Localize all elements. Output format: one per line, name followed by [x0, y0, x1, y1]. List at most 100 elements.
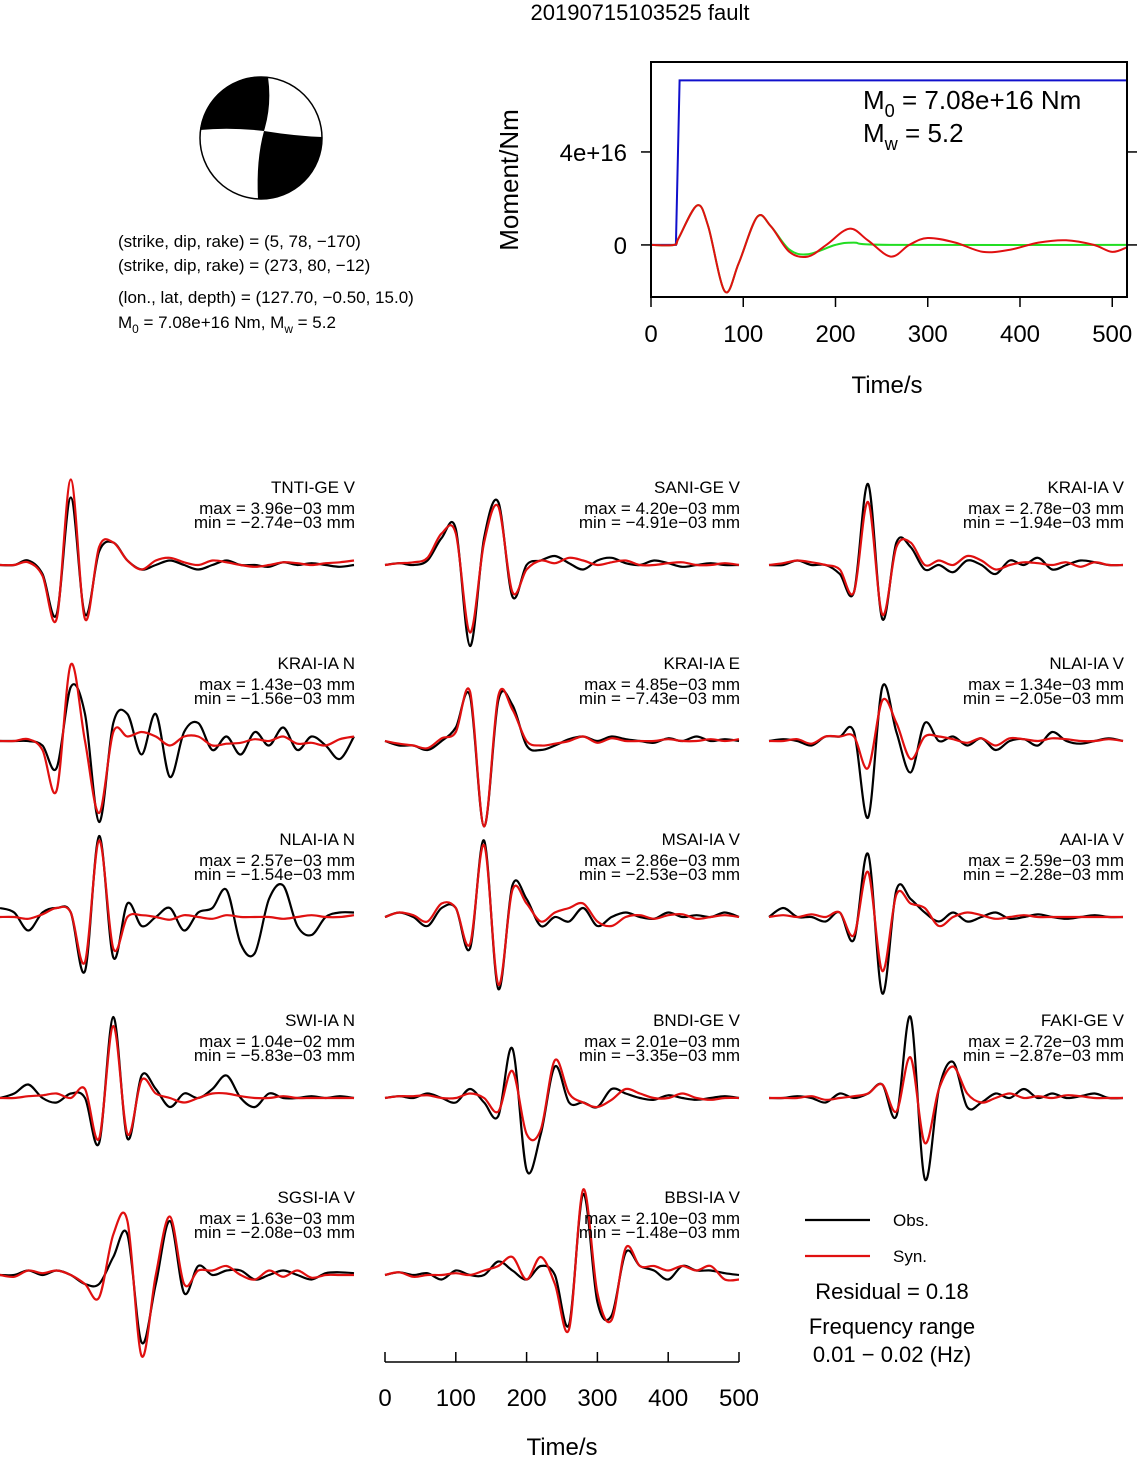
waveform-trace — [384, 689, 740, 828]
x-tick-label: 100 — [723, 321, 763, 348]
station-label: KRAI-IA V — [1047, 478, 1124, 497]
min-label: min = −2.53e−03 mm — [579, 865, 740, 884]
min-label: min = −2.08e−03 mm — [194, 1223, 355, 1242]
x-tick-label: 500 — [719, 1385, 759, 1412]
beachball — [199, 76, 323, 200]
y-tick-label: 0 — [614, 233, 627, 260]
waveform-trace — [384, 1188, 740, 1334]
annotation: Frequency range — [809, 1314, 975, 1339]
mechanism-text: (lon., lat, depth) = (127.70, −0.50, 15.… — [118, 288, 414, 307]
min-label: min = −2.05e−03 mm — [963, 689, 1124, 708]
min-label: min = −3.35e−03 mm — [579, 1046, 740, 1065]
y-tick-label: 4e+16 — [560, 140, 627, 167]
x-tick-label: 200 — [815, 321, 855, 348]
max-label: max = 2.72e−03 mm — [968, 1032, 1124, 1051]
x-tick-label: 0 — [644, 321, 657, 348]
station-label: KRAI-IA N — [278, 654, 355, 673]
min-label: min = −4.91e−03 mm — [579, 513, 740, 532]
max-label: max = 4.85e−03 mm — [584, 675, 740, 694]
min-label: min = −2.87e−03 mm — [963, 1046, 1124, 1065]
station-label: SWI-IA N — [285, 1011, 355, 1030]
max-label: max = 2.59e−03 mm — [968, 851, 1124, 870]
text-part: M — [863, 85, 885, 115]
min-label: min = −1.56e−03 mm — [194, 689, 355, 708]
station-label: NLAI-IA N — [279, 830, 355, 849]
annotation: 0.01 − 0.02 (Hz) — [813, 1342, 971, 1367]
y-axis-label: Moment/Nm — [494, 109, 524, 251]
moment-curve — [650, 204, 1128, 294]
waveform-trace — [0, 1211, 354, 1358]
subscript: w — [884, 134, 899, 154]
compression-quadrant — [200, 76, 270, 131]
waveform-trace — [0, 662, 355, 815]
plot-frame — [650, 61, 1128, 298]
min-label: min = −7.43e−03 mm — [579, 689, 740, 708]
station-label: SANI-GE V — [654, 478, 741, 497]
station-label: KRAI-IA E — [663, 654, 740, 673]
mechanism-text: (strike, dip, rake) = (5, 78, −170) — [118, 232, 361, 251]
min-label: min = −1.48e−03 mm — [579, 1223, 740, 1242]
waveform-trace — [768, 697, 1124, 770]
x-tick-label: 200 — [507, 1385, 547, 1412]
max-label: max = 2.86e−03 mm — [584, 851, 740, 870]
min-label: min = −2.74e−03 mm — [194, 513, 355, 532]
text-part: = 5.2 — [293, 313, 336, 332]
waveform-trace — [768, 870, 1123, 973]
station-label: SGSI-IA V — [278, 1188, 356, 1207]
x-tick-label: 0 — [378, 1385, 391, 1412]
x-tick-label: 100 — [436, 1385, 476, 1412]
min-label: min = −1.54e−03 mm — [194, 865, 355, 884]
station-label: MSAI-IA V — [662, 830, 741, 849]
x-tick-label: 300 — [908, 321, 948, 348]
station-label: AAI-IA V — [1060, 830, 1125, 849]
subscript-text: Mw = 5.2 — [863, 118, 964, 154]
subscript: w — [283, 322, 293, 336]
waveform-trace — [384, 503, 740, 634]
station-label: BBSI-IA V — [664, 1188, 740, 1207]
subscript-text: M0 = 7.08e+16 Nm, Mw = 5.2 — [118, 313, 336, 336]
max-label: max = 1.04e−02 mm — [199, 1032, 355, 1051]
mechanism-text: (strike, dip, rake) = (273, 80, −12) — [118, 256, 370, 275]
max-label: max = 2.10e−03 mm — [584, 1209, 740, 1228]
annotation: Residual = 0.18 — [815, 1279, 969, 1304]
x-axis-label: Time/s — [851, 372, 922, 399]
compression-quadrant — [257, 131, 323, 200]
x-tick-label: 500 — [1092, 321, 1132, 348]
waveform-trace — [768, 500, 1124, 616]
station-label: BNDI-GE V — [653, 1011, 741, 1030]
station-label: TNTI-GE V — [271, 478, 356, 497]
legend-label: Syn. — [893, 1247, 927, 1266]
waveform-trace — [0, 478, 355, 624]
text-part: = 7.08e+16 Nm, M — [139, 313, 285, 332]
waveform-trace — [769, 1056, 1123, 1145]
waveform-trace — [384, 843, 740, 986]
waveform-trace — [384, 1046, 740, 1175]
figure-title: 20190715103525 fault — [531, 0, 750, 25]
waveform-trace — [384, 839, 740, 991]
text-part: M — [118, 313, 132, 332]
max-label: max = 2.78e−03 mm — [968, 499, 1124, 518]
max-label: max = 1.43e−03 mm — [199, 675, 355, 694]
x-tick-label: 400 — [1000, 321, 1040, 348]
x-tick-label: 300 — [577, 1385, 617, 1412]
legend-label: Obs. — [893, 1211, 929, 1230]
station-label: NLAI-IA V — [1049, 654, 1124, 673]
text-part: = 5.2 — [898, 118, 964, 148]
max-label: max = 1.63e−03 mm — [199, 1209, 355, 1228]
x-axis-label: Time/s — [526, 1434, 597, 1458]
subscript-text: M0 = 7.08e+16 Nm — [863, 85, 1081, 121]
